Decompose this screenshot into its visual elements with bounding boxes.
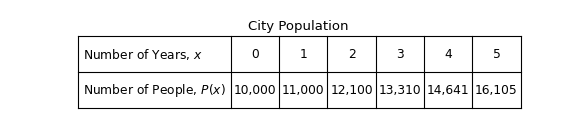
Text: 13,310: 13,310	[379, 84, 421, 97]
Text: 1: 1	[299, 48, 307, 61]
Text: Number of People, $P$($x$): Number of People, $P$($x$)	[83, 82, 225, 99]
Text: 4: 4	[444, 48, 452, 61]
Text: 5: 5	[493, 48, 500, 61]
Text: 12,100: 12,100	[330, 84, 373, 97]
Text: 16,105: 16,105	[475, 84, 518, 97]
Text: City Population: City Population	[248, 20, 348, 33]
Text: 2: 2	[347, 48, 356, 61]
Text: 0: 0	[251, 48, 259, 61]
Text: 11,000: 11,000	[282, 84, 325, 97]
Text: 10,000: 10,000	[234, 84, 277, 97]
Text: 3: 3	[396, 48, 404, 61]
Text: Number of Years, $x$: Number of Years, $x$	[83, 47, 202, 62]
Text: 14,641: 14,641	[427, 84, 469, 97]
